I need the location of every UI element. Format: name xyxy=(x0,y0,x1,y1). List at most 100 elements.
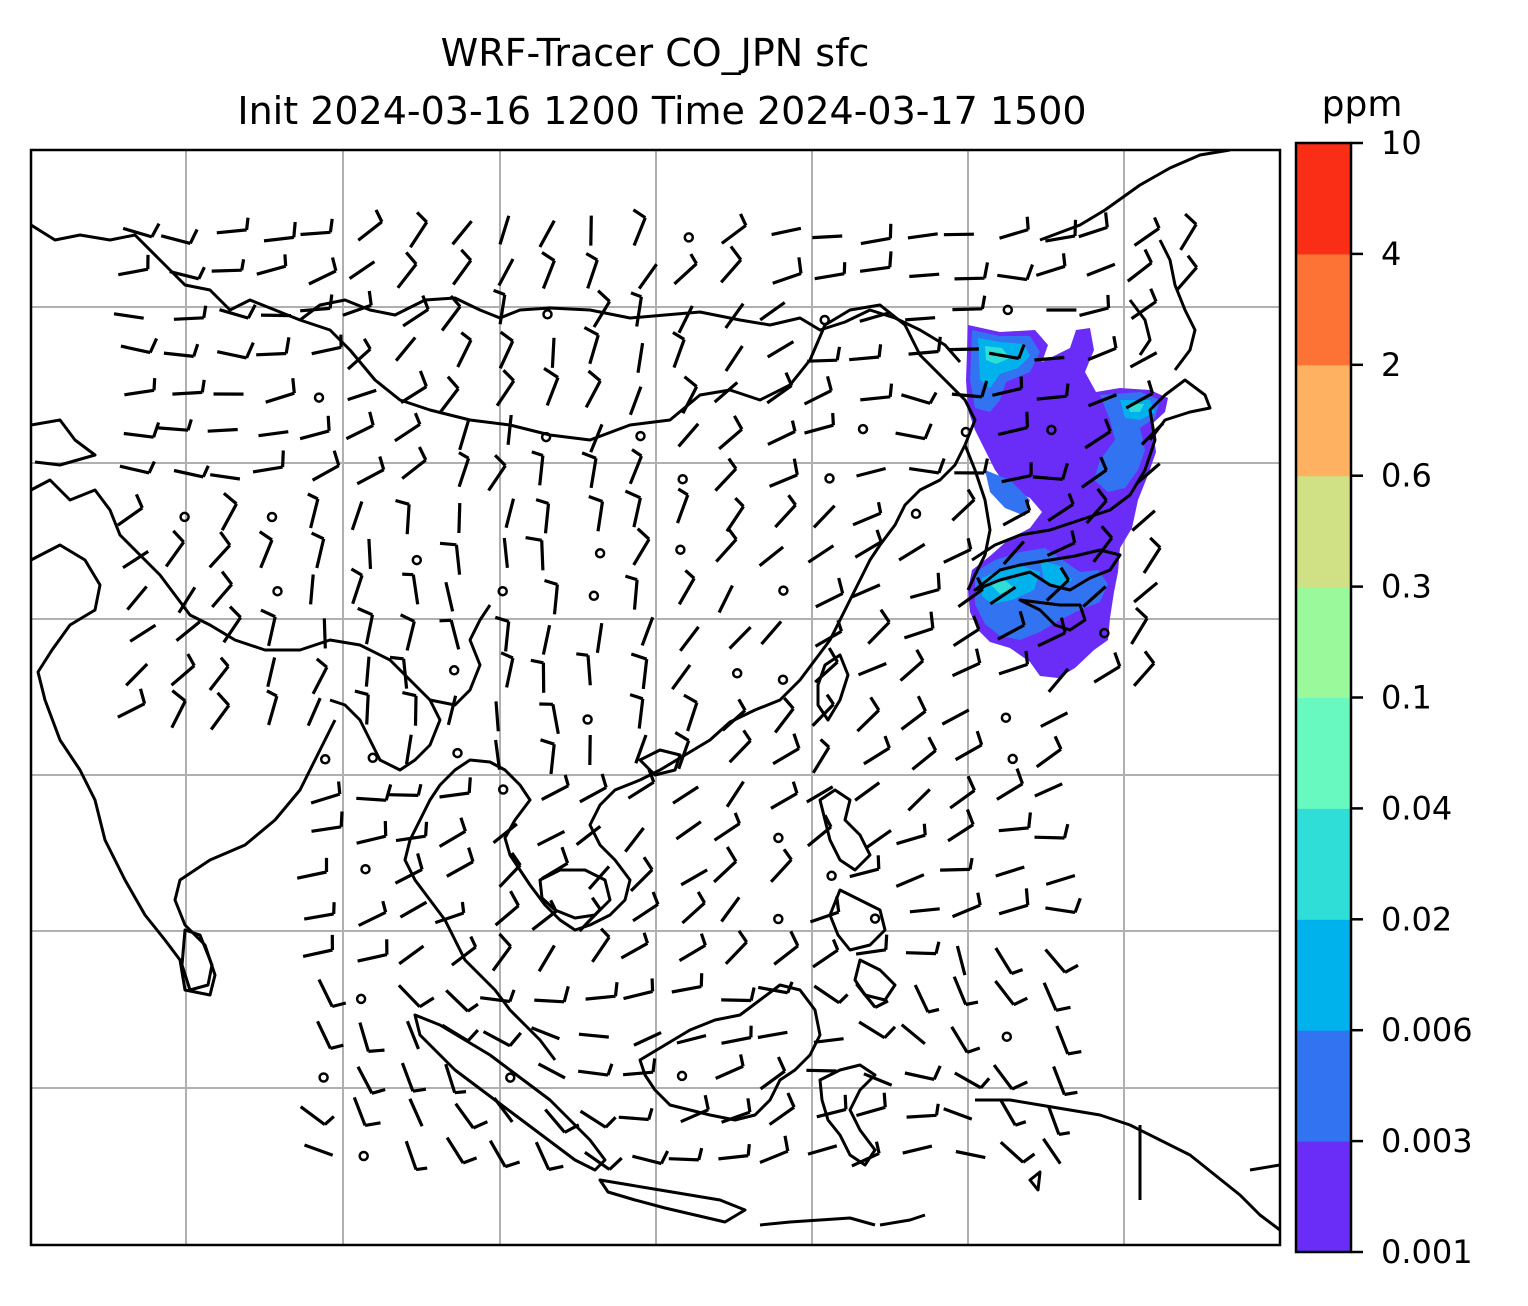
wind-barb xyxy=(715,528,738,563)
wind-barb xyxy=(539,702,560,735)
wind-barb xyxy=(908,457,946,475)
wind-barb xyxy=(1078,212,1109,239)
wind-barb xyxy=(852,501,883,527)
wind-barb xyxy=(388,783,423,797)
wind-barb xyxy=(767,420,797,446)
wind-barb xyxy=(895,423,933,441)
calm-wind-circle xyxy=(1001,1031,1013,1042)
calm-wind-circle xyxy=(683,232,695,243)
wind-barb xyxy=(498,330,515,369)
calm-wind-circle xyxy=(857,423,869,435)
wind-barb xyxy=(346,337,372,371)
calm-wind-circle xyxy=(266,511,278,523)
wind-barb xyxy=(814,647,839,684)
wind-barb xyxy=(772,733,801,766)
wind-barb xyxy=(996,768,1025,801)
wind-barb xyxy=(402,295,430,328)
wind-barb xyxy=(209,473,241,481)
wind-barb xyxy=(173,465,210,479)
wind-barb xyxy=(364,656,371,687)
wind-barb xyxy=(628,386,643,416)
calm-wind-circle xyxy=(272,585,283,597)
wind-barb xyxy=(354,689,370,725)
wind-barb xyxy=(404,734,413,765)
wind-barb xyxy=(440,294,462,332)
calm-wind-circle xyxy=(582,714,593,725)
wind-barb xyxy=(905,941,941,956)
wind-barb xyxy=(675,487,690,524)
wind-barb xyxy=(759,1056,787,1091)
wind-barb xyxy=(1042,982,1071,1012)
wind-barb xyxy=(812,234,843,240)
calm-wind-circle xyxy=(355,993,367,1005)
wind-barb xyxy=(1125,380,1155,410)
wind-barb xyxy=(589,215,593,246)
map-frame xyxy=(29,148,1282,1247)
wind-barb xyxy=(540,774,570,802)
wind-barb xyxy=(310,781,342,805)
calm-wind-circle xyxy=(1002,304,1014,316)
wind-barb xyxy=(434,901,466,925)
wind-barb xyxy=(951,892,982,919)
wind-barb xyxy=(502,537,509,568)
wind-barb xyxy=(119,460,156,475)
wind-barb xyxy=(299,415,331,441)
wind-barb xyxy=(395,498,411,535)
wind-barb xyxy=(681,891,706,925)
wind-barb xyxy=(400,370,428,404)
calm-wind-circle xyxy=(358,1150,369,1162)
calm-wind-circle xyxy=(1046,424,1057,436)
wind-barb xyxy=(724,302,745,329)
wind-barb xyxy=(713,846,738,884)
wind-barb xyxy=(766,371,794,405)
colorbar-tick-label: 10 xyxy=(1381,124,1422,162)
colorbar-segments xyxy=(1296,143,1351,1253)
wind-barb xyxy=(300,294,334,313)
wind-barb xyxy=(951,380,989,399)
wind-barb xyxy=(530,658,546,693)
wind-barb xyxy=(164,529,185,568)
wind-barb xyxy=(951,648,982,678)
wind-barb xyxy=(849,855,881,879)
wind-barb xyxy=(672,331,686,369)
wind-barb xyxy=(578,896,602,933)
wind-barb xyxy=(766,340,795,359)
wind-barb xyxy=(814,619,844,648)
wind-barb xyxy=(1034,355,1065,362)
wind-barb xyxy=(395,821,429,843)
wind-barb xyxy=(576,652,592,686)
wind-barb xyxy=(992,376,1024,397)
wind-barb xyxy=(1175,254,1198,292)
wind-barb xyxy=(1082,585,1107,608)
wind-barb xyxy=(113,312,144,320)
wind-barb xyxy=(543,367,560,406)
wind-barb xyxy=(357,606,375,645)
wind-barb xyxy=(816,1094,848,1119)
wind-barb xyxy=(588,494,605,532)
wind-barb xyxy=(911,736,938,771)
wind-barb xyxy=(952,615,981,648)
wind-barb xyxy=(1126,248,1153,283)
wind-barb xyxy=(299,1105,335,1126)
wind-barb xyxy=(446,847,475,878)
wind-barb xyxy=(577,1063,614,1077)
wind-barb xyxy=(583,326,600,365)
wind-barb xyxy=(905,316,936,322)
wind-barb xyxy=(1133,581,1159,604)
wind-barb xyxy=(536,829,566,847)
wind-barb xyxy=(630,291,643,327)
wind-barb xyxy=(725,496,745,533)
calm-wind-circle xyxy=(960,426,972,438)
wind-barb xyxy=(402,572,420,605)
wind-barb xyxy=(494,739,502,770)
wind-barb xyxy=(401,446,428,480)
wind-barb xyxy=(895,873,925,888)
wind-barb xyxy=(126,585,148,611)
wind-barb xyxy=(575,825,602,846)
wind-barb xyxy=(632,1150,670,1166)
wind-barb xyxy=(856,466,886,478)
wind-barb xyxy=(812,504,836,529)
wind-barb xyxy=(454,1102,489,1130)
calm-wind-circle xyxy=(773,832,784,844)
colorbar-tick-label: 0.04 xyxy=(1381,789,1452,827)
